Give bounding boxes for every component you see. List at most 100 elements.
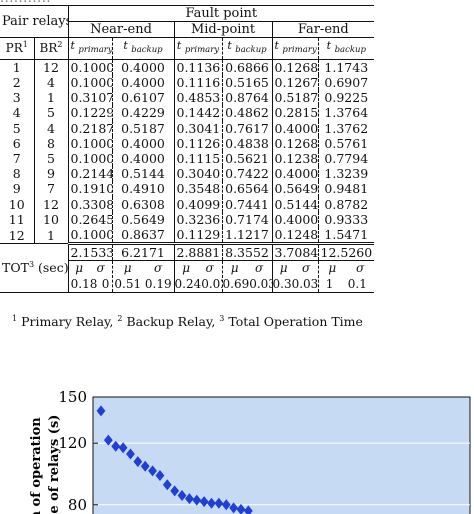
pr-header: PR1 bbox=[0, 37, 34, 60]
mu-value: 0.24 bbox=[174, 276, 202, 291]
value-cell: 0.7794 bbox=[317, 151, 375, 167]
value-cell: 0.4229 bbox=[111, 105, 175, 121]
data-point-diamond bbox=[133, 456, 143, 468]
value-cell: 0.6308 bbox=[111, 196, 175, 212]
value-cell: 0.9481 bbox=[317, 181, 375, 197]
br-cell: 1 bbox=[33, 90, 69, 106]
value-cell: 0.1000 bbox=[70, 135, 113, 151]
value-cell: 0.1000 bbox=[70, 59, 113, 75]
value-cell: 0.1129 bbox=[176, 227, 221, 243]
data-point-diamond bbox=[236, 503, 246, 514]
col-header-t-backup: t backup bbox=[111, 37, 175, 60]
group-near-end: Near-end bbox=[68, 21, 175, 39]
value-cell: 0.1267 bbox=[274, 75, 319, 90]
sigma-symbol: σ bbox=[302, 261, 311, 276]
value-cell: 0.1442 bbox=[176, 105, 221, 121]
y-tick-label: 150 bbox=[58, 388, 87, 406]
br-cell: 12 bbox=[33, 196, 69, 212]
pr-cell: 12 bbox=[8, 227, 25, 243]
data-point-diamond bbox=[103, 434, 113, 446]
tot-value-cell: 8.3552 bbox=[221, 242, 273, 261]
value-cell: 0.2815 bbox=[274, 105, 319, 121]
table-row: 1 12 0.1000 0.4000 0.1136 0.6866 0.1268 1.1743 bbox=[0, 59, 470, 75]
data-point-diamond bbox=[221, 499, 231, 511]
table-footnote: 1 Primary Relay, 2 Backup Relay, 3 Total… bbox=[12, 313, 363, 329]
data-point-diamond bbox=[140, 460, 150, 472]
pr-cell: 5 bbox=[12, 120, 21, 136]
value-cell: 0.4862 bbox=[221, 105, 273, 121]
value-cell: 1.5471 bbox=[317, 227, 375, 244]
pair-relays-header: Pair relays bbox=[0, 4, 69, 39]
mu-value: 1 bbox=[325, 276, 334, 291]
col-header-t-primary: t primary bbox=[174, 37, 222, 60]
mu-symbol: μ bbox=[182, 261, 191, 276]
value-cell: 0.1268 bbox=[274, 59, 319, 75]
y-axis-label-line2: me of relays (s) bbox=[47, 415, 62, 514]
data-point-diamond bbox=[207, 497, 216, 509]
data-point-diamond bbox=[229, 502, 239, 514]
value-cell: 0.1115 bbox=[176, 151, 221, 167]
pr-cell: 1 bbox=[12, 59, 21, 75]
data-point-diamond bbox=[111, 440, 121, 452]
clipped-previous-line: ........... bbox=[0, 0, 474, 7]
value-cell: 0.1238 bbox=[274, 151, 319, 167]
mu-symbol: μ bbox=[75, 261, 84, 276]
pr-cell: 9 bbox=[12, 181, 21, 197]
br-cell: 8 bbox=[33, 135, 69, 152]
value-cell: 1.3239 bbox=[317, 166, 375, 182]
data-point-diamond bbox=[126, 448, 135, 460]
pr-cell: 2 bbox=[12, 75, 21, 90]
table-row: 2 4 0.1000 0.4000 0.1116 0.5165 0.1267 0.6907 bbox=[0, 75, 470, 91]
tot-value-cell: 6.2171 bbox=[111, 242, 175, 261]
tot-value-cell: 2.1533 bbox=[68, 242, 112, 261]
mu-symbol: μ bbox=[279, 261, 288, 276]
data-point-diamond bbox=[148, 465, 157, 477]
mu-symbol: μ bbox=[230, 261, 239, 276]
group-mid-point: Mid-point bbox=[174, 21, 273, 39]
value-cell: 0.5761 bbox=[317, 135, 375, 152]
results-table: Pair relays Fault point Near-end Mid-poi… bbox=[0, 4, 471, 293]
mu-symbol: μ bbox=[328, 261, 337, 276]
operation-time-chart: m of operation me of relays (s) 150 120 80 bbox=[29, 388, 471, 514]
value-cell: 0.4000 bbox=[111, 59, 175, 75]
mu-value: 0.18 bbox=[70, 276, 98, 291]
y-axis-label-line1: m of operation bbox=[29, 417, 44, 514]
value-cell: 0.4000 bbox=[111, 151, 175, 167]
results-table-wrapper: Pair relays Fault point Near-end Mid-poi… bbox=[0, 4, 472, 293]
value-cell: 0.1000 bbox=[70, 151, 113, 167]
value-cell: 0.4099 bbox=[176, 196, 221, 212]
value-cell: 0.4910 bbox=[111, 181, 175, 197]
value-cell: 0.1910 bbox=[70, 181, 113, 197]
value-cell: 0.3040 bbox=[176, 166, 221, 182]
tot-stat-cell: μ σ 0.690.03 bbox=[221, 260, 273, 293]
col-header-t-primary: t primary bbox=[68, 37, 112, 60]
value-cell: 0.2645 bbox=[70, 211, 113, 227]
value-cell: 0.1116 bbox=[176, 75, 221, 90]
y-tick-label: 120 bbox=[58, 434, 87, 452]
table-row: 7 5 0.1000 0.4000 0.1115 0.5621 0.1238 0.7794 bbox=[0, 151, 470, 167]
value-cell: 0.6564 bbox=[221, 181, 273, 197]
pr-cell: 11 bbox=[8, 211, 25, 227]
br-cell: 5 bbox=[33, 105, 69, 121]
br-header: BR2 bbox=[33, 37, 69, 60]
value-cell: 0.3308 bbox=[70, 196, 113, 212]
value-cell: 0.1126 bbox=[176, 135, 221, 151]
br-cell: 9 bbox=[33, 166, 69, 182]
value-cell: 0.1229 bbox=[70, 105, 113, 121]
header-row-columns: PR1 BR2 t primary t backup t primary t back… bbox=[0, 37, 470, 60]
tot-value-cell: 3.7084 bbox=[272, 242, 318, 261]
pr-cell: 6 bbox=[12, 135, 21, 151]
data-point-diamond bbox=[192, 494, 202, 506]
tot-stat-cell: μ σ 0.18 0 bbox=[68, 260, 112, 293]
value-cell: 1.3764 bbox=[317, 105, 375, 121]
value-cell: 0.9225 bbox=[317, 90, 375, 106]
value-cell: 0.5165 bbox=[221, 75, 273, 91]
y-tick-label: 80 bbox=[68, 496, 87, 514]
pr-cell: 4 bbox=[12, 105, 21, 121]
sigma-value: 0.19 bbox=[144, 276, 172, 291]
value-cell: 0.6107 bbox=[111, 90, 175, 106]
pr-cell: 8 bbox=[12, 166, 21, 182]
tot-stat-cell: μσ0.240.02 bbox=[174, 260, 222, 293]
pr-cell: 7 bbox=[12, 151, 21, 167]
header-row-top: Pair relays Fault point bbox=[0, 4, 470, 39]
